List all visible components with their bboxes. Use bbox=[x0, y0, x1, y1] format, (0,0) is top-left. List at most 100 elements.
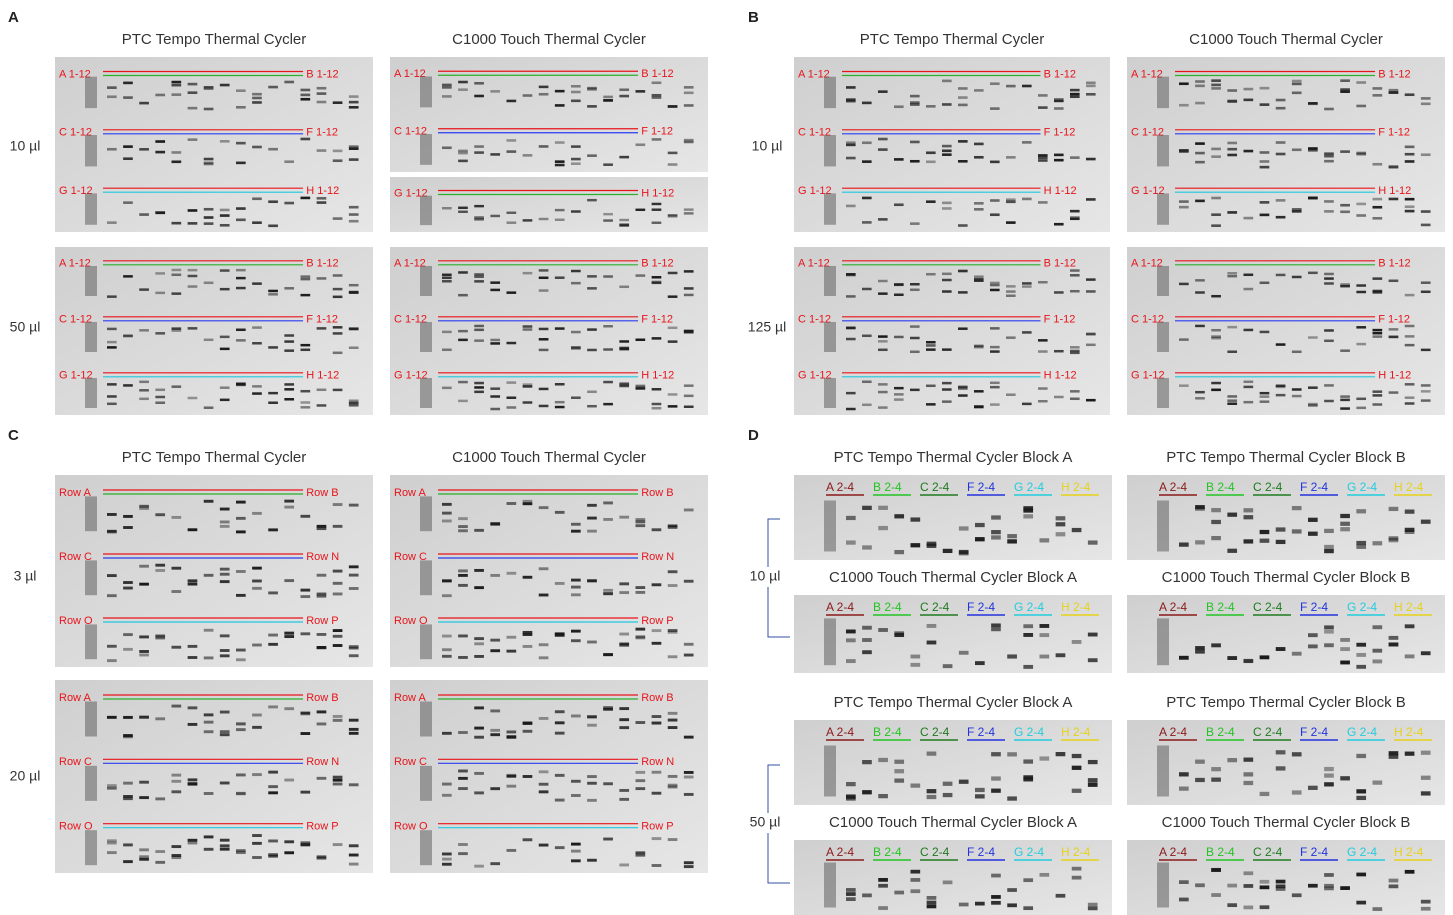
band bbox=[252, 842, 262, 845]
band bbox=[123, 795, 133, 798]
band bbox=[1227, 100, 1237, 103]
band bbox=[587, 859, 597, 862]
band bbox=[349, 95, 359, 98]
band bbox=[301, 94, 311, 97]
band bbox=[1072, 867, 1082, 871]
band bbox=[539, 506, 549, 509]
band bbox=[317, 646, 327, 649]
band bbox=[1421, 399, 1431, 402]
band bbox=[268, 528, 278, 531]
band bbox=[252, 93, 262, 96]
gel-label: Row B bbox=[641, 692, 673, 704]
gel-label: A 2-4 bbox=[1159, 725, 1187, 739]
band bbox=[252, 197, 262, 200]
band bbox=[284, 287, 294, 290]
band bbox=[1072, 789, 1082, 793]
band bbox=[123, 648, 133, 651]
band bbox=[139, 148, 149, 151]
band bbox=[188, 275, 198, 278]
band bbox=[1244, 217, 1254, 220]
row-label: 10 µl bbox=[752, 138, 783, 154]
gel-label: G 2-4 bbox=[1014, 725, 1044, 739]
band bbox=[188, 782, 198, 785]
band bbox=[507, 212, 517, 214]
band bbox=[1006, 285, 1016, 288]
band bbox=[507, 636, 517, 639]
band bbox=[236, 277, 246, 280]
band bbox=[284, 840, 294, 843]
band bbox=[668, 838, 678, 841]
band bbox=[571, 158, 581, 161]
band bbox=[139, 858, 149, 861]
band bbox=[507, 396, 517, 399]
band bbox=[188, 222, 198, 225]
band bbox=[107, 86, 117, 89]
gel-label: F 1-12 bbox=[1044, 314, 1076, 326]
band bbox=[894, 283, 904, 286]
band bbox=[846, 295, 856, 298]
band bbox=[268, 86, 278, 89]
band bbox=[587, 328, 597, 331]
band bbox=[846, 408, 856, 411]
band bbox=[220, 269, 230, 272]
band bbox=[458, 330, 468, 333]
band bbox=[1023, 878, 1033, 882]
band bbox=[1211, 893, 1221, 897]
band bbox=[1195, 161, 1205, 164]
band bbox=[107, 95, 117, 98]
band bbox=[1260, 905, 1270, 909]
band bbox=[1007, 539, 1017, 543]
band bbox=[284, 579, 294, 582]
band bbox=[539, 269, 549, 272]
band bbox=[1054, 154, 1064, 157]
band bbox=[636, 386, 646, 389]
band bbox=[1054, 98, 1064, 101]
band bbox=[587, 105, 597, 108]
band bbox=[317, 710, 327, 713]
band bbox=[1356, 152, 1366, 155]
band bbox=[188, 269, 198, 272]
band bbox=[911, 870, 921, 874]
band bbox=[490, 342, 500, 345]
band bbox=[1195, 505, 1205, 509]
band bbox=[1373, 291, 1383, 294]
band bbox=[442, 858, 452, 861]
band bbox=[1324, 887, 1334, 891]
column-header: C1000 Touch Thermal Cycler bbox=[452, 31, 646, 48]
ladder bbox=[85, 378, 97, 408]
band bbox=[349, 728, 359, 731]
gel bbox=[55, 680, 373, 873]
band bbox=[1260, 392, 1270, 395]
band bbox=[603, 403, 613, 406]
band bbox=[333, 332, 343, 335]
band bbox=[123, 734, 133, 737]
band bbox=[652, 837, 662, 840]
band bbox=[252, 580, 262, 583]
ladder bbox=[824, 746, 836, 797]
band bbox=[107, 148, 117, 151]
band bbox=[1356, 509, 1366, 513]
band bbox=[236, 594, 246, 597]
band bbox=[236, 142, 246, 145]
band bbox=[942, 290, 952, 293]
band bbox=[301, 89, 311, 92]
ladder bbox=[824, 378, 836, 408]
band bbox=[1356, 789, 1366, 793]
band bbox=[155, 717, 165, 720]
band bbox=[155, 569, 165, 572]
band bbox=[1072, 754, 1082, 758]
band bbox=[990, 346, 1000, 349]
band bbox=[139, 398, 149, 401]
band bbox=[301, 344, 311, 347]
gel-label: Row N bbox=[641, 756, 674, 768]
band bbox=[442, 95, 452, 98]
band bbox=[172, 790, 182, 793]
band bbox=[1308, 386, 1318, 389]
band bbox=[155, 140, 165, 143]
band bbox=[1324, 277, 1334, 280]
band bbox=[123, 581, 133, 584]
band bbox=[942, 103, 952, 106]
ladder bbox=[85, 702, 97, 737]
band bbox=[636, 787, 646, 790]
band bbox=[619, 798, 629, 801]
